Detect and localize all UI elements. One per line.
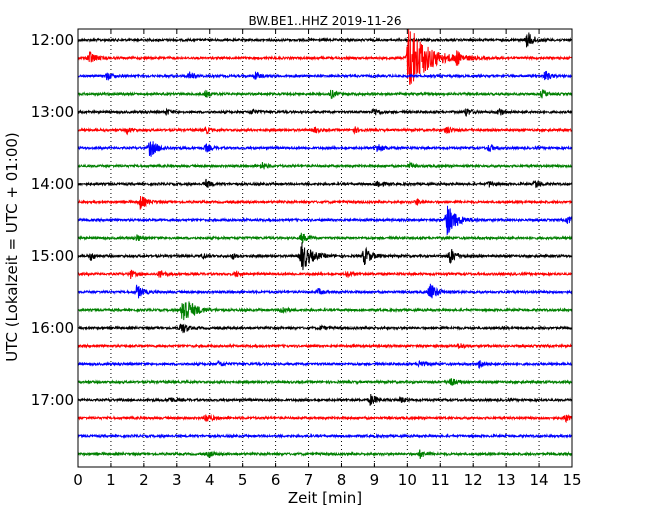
x-axis-label: Zeit [min] (288, 489, 362, 507)
trace-line (77, 242, 573, 271)
x-tick-label: 4 (205, 471, 215, 489)
x-axis: 0 1 2 3 4 5 6 7 8 9 10 11 12 13 14 15 (73, 29, 582, 489)
trace-line (77, 449, 573, 459)
trace-line (77, 32, 573, 48)
x-tick-label: 8 (337, 471, 347, 489)
x-tick-label: 12 (464, 471, 483, 489)
x-tick-label: 10 (398, 471, 417, 489)
x-tick-label: 6 (271, 471, 281, 489)
trace-line (77, 283, 573, 299)
y-tick-label: 13:00 (31, 103, 74, 121)
x-tick-label: 14 (530, 471, 549, 489)
trace-line (77, 269, 573, 279)
x-tick-label: 13 (497, 471, 516, 489)
trace-line (77, 378, 573, 386)
trace-line (77, 141, 573, 157)
trace-line (77, 29, 573, 85)
x-tick-label: 2 (139, 471, 149, 489)
trace-line (77, 70, 573, 81)
trace-line (77, 323, 573, 334)
chart-title: BW.BE1..HHZ 2019-11-26 (248, 14, 401, 28)
trace-line (77, 432, 573, 439)
trace-line (77, 107, 573, 117)
trace-line (77, 205, 573, 236)
x-tick-label: 11 (431, 471, 450, 489)
x-tick-label: 9 (370, 471, 380, 489)
y-axis-label: UTC (Lokalzeit = UTC + 01:00) (3, 132, 21, 362)
trace-line (77, 195, 573, 210)
y-tick-label: 16:00 (31, 319, 74, 337)
y-tick-label: 14:00 (31, 175, 74, 193)
y-tick-label: 17:00 (31, 391, 74, 409)
trace-line (77, 126, 573, 136)
x-tick-label: 15 (562, 471, 581, 489)
trace-line (77, 413, 573, 424)
y-tick-label: 15:00 (31, 247, 74, 265)
trace-line (77, 89, 573, 100)
y-tick-label: 12:00 (31, 31, 74, 49)
trace-line (77, 301, 573, 321)
x-tick-label: 0 (73, 471, 83, 489)
trace-series (77, 29, 573, 459)
trace-line (77, 394, 573, 406)
trace-line (77, 342, 573, 350)
plot-frame (77, 28, 573, 468)
x-tick-label: 1 (106, 471, 116, 489)
x-tick-label: 5 (238, 471, 248, 489)
x-tick-label: 3 (172, 471, 182, 489)
trace-line (77, 178, 573, 189)
trace-line (77, 160, 573, 170)
trace-line (77, 232, 573, 245)
trace-line (77, 360, 573, 370)
x-tick-label: 7 (304, 471, 314, 489)
y-axis: 12:00 13:00 14:00 15:00 16:00 17:00 (31, 31, 572, 409)
